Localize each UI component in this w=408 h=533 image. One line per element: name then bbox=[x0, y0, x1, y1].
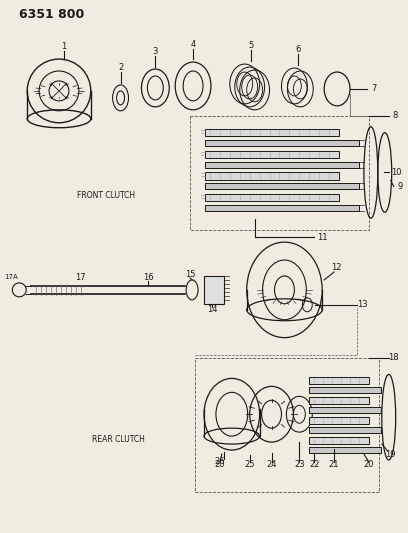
Text: 20: 20 bbox=[364, 461, 374, 470]
Text: 5: 5 bbox=[248, 41, 253, 50]
Text: 17A: 17A bbox=[4, 274, 18, 280]
Bar bbox=[190, 116, 369, 230]
Bar bbox=[309, 417, 369, 424]
Text: 25: 25 bbox=[244, 461, 255, 470]
Text: 10: 10 bbox=[391, 168, 401, 177]
Text: 9: 9 bbox=[397, 182, 402, 191]
Text: 12: 12 bbox=[331, 263, 341, 272]
Text: 1: 1 bbox=[61, 42, 67, 51]
Text: 11: 11 bbox=[317, 232, 328, 241]
Text: 19: 19 bbox=[386, 449, 396, 458]
Text: REAR CLUTCH: REAR CLUTCH bbox=[92, 434, 145, 443]
Bar bbox=[309, 437, 369, 443]
Bar bbox=[205, 151, 339, 158]
Text: 24: 24 bbox=[266, 461, 277, 470]
Text: 17: 17 bbox=[75, 273, 86, 282]
Text: 8: 8 bbox=[392, 111, 397, 120]
Bar bbox=[205, 140, 359, 146]
Bar bbox=[205, 161, 359, 167]
Text: 6: 6 bbox=[296, 45, 301, 54]
Text: 4: 4 bbox=[191, 39, 196, 49]
Text: 23: 23 bbox=[294, 461, 305, 470]
Bar bbox=[205, 183, 359, 189]
Text: 6351 800: 6351 800 bbox=[19, 8, 84, 21]
Text: 16: 16 bbox=[143, 273, 154, 282]
Bar bbox=[195, 358, 379, 492]
Text: 15: 15 bbox=[185, 270, 195, 279]
Bar bbox=[205, 195, 339, 201]
Bar bbox=[309, 447, 381, 453]
Text: 21: 21 bbox=[329, 461, 339, 470]
Text: 7: 7 bbox=[371, 84, 377, 93]
Bar bbox=[309, 397, 369, 404]
Bar bbox=[309, 427, 381, 433]
Text: 3: 3 bbox=[153, 46, 158, 55]
Text: 13: 13 bbox=[357, 300, 367, 309]
Text: 2: 2 bbox=[118, 62, 123, 71]
Bar bbox=[205, 129, 339, 136]
Text: 18: 18 bbox=[388, 353, 399, 362]
Text: FRONT CLUTCH: FRONT CLUTCH bbox=[77, 191, 135, 200]
Text: 22: 22 bbox=[309, 461, 319, 470]
Bar bbox=[205, 173, 339, 180]
Bar bbox=[309, 377, 369, 384]
Bar bbox=[309, 407, 381, 413]
Bar bbox=[309, 387, 381, 393]
Text: 26: 26 bbox=[215, 457, 225, 466]
Bar bbox=[205, 205, 359, 212]
Text: 14: 14 bbox=[207, 305, 217, 314]
Text: 20: 20 bbox=[215, 461, 225, 470]
Bar bbox=[204, 276, 224, 304]
